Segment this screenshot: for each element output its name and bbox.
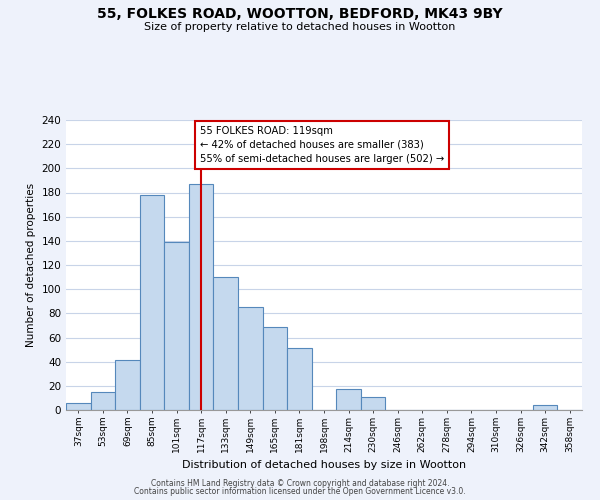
Y-axis label: Number of detached properties: Number of detached properties — [26, 183, 36, 347]
Text: 55, FOLKES ROAD, WOOTTON, BEDFORD, MK43 9BY: 55, FOLKES ROAD, WOOTTON, BEDFORD, MK43 … — [97, 8, 503, 22]
Bar — [91, 392, 115, 410]
Bar — [263, 326, 287, 410]
Text: 55 FOLKES ROAD: 119sqm
← 42% of detached houses are smaller (383)
55% of semi-de: 55 FOLKES ROAD: 119sqm ← 42% of detached… — [200, 126, 445, 164]
Bar — [189, 184, 214, 410]
Text: Size of property relative to detached houses in Wootton: Size of property relative to detached ho… — [145, 22, 455, 32]
Bar — [533, 405, 557, 410]
Bar — [287, 348, 312, 410]
X-axis label: Distribution of detached houses by size in Wootton: Distribution of detached houses by size … — [182, 460, 466, 470]
Bar — [164, 242, 189, 410]
Bar — [115, 360, 140, 410]
Bar — [66, 403, 91, 410]
Text: Contains HM Land Registry data © Crown copyright and database right 2024.: Contains HM Land Registry data © Crown c… — [151, 478, 449, 488]
Text: Contains public sector information licensed under the Open Government Licence v3: Contains public sector information licen… — [134, 487, 466, 496]
Bar — [336, 390, 361, 410]
Bar — [140, 195, 164, 410]
Bar — [238, 308, 263, 410]
Bar — [361, 396, 385, 410]
Bar — [214, 277, 238, 410]
